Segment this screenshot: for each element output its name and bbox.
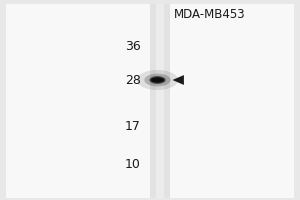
- Bar: [156, 4, 164, 198]
- Text: 17: 17: [125, 119, 141, 132]
- Bar: [150, 4, 170, 198]
- Text: 10: 10: [125, 158, 141, 170]
- Polygon shape: [172, 75, 184, 85]
- Ellipse shape: [137, 70, 178, 90]
- Ellipse shape: [151, 77, 164, 83]
- Ellipse shape: [149, 76, 166, 84]
- Text: 36: 36: [125, 40, 141, 52]
- Text: MDA-MB453: MDA-MB453: [174, 8, 246, 21]
- Ellipse shape: [144, 74, 171, 86]
- Text: 28: 28: [125, 73, 141, 86]
